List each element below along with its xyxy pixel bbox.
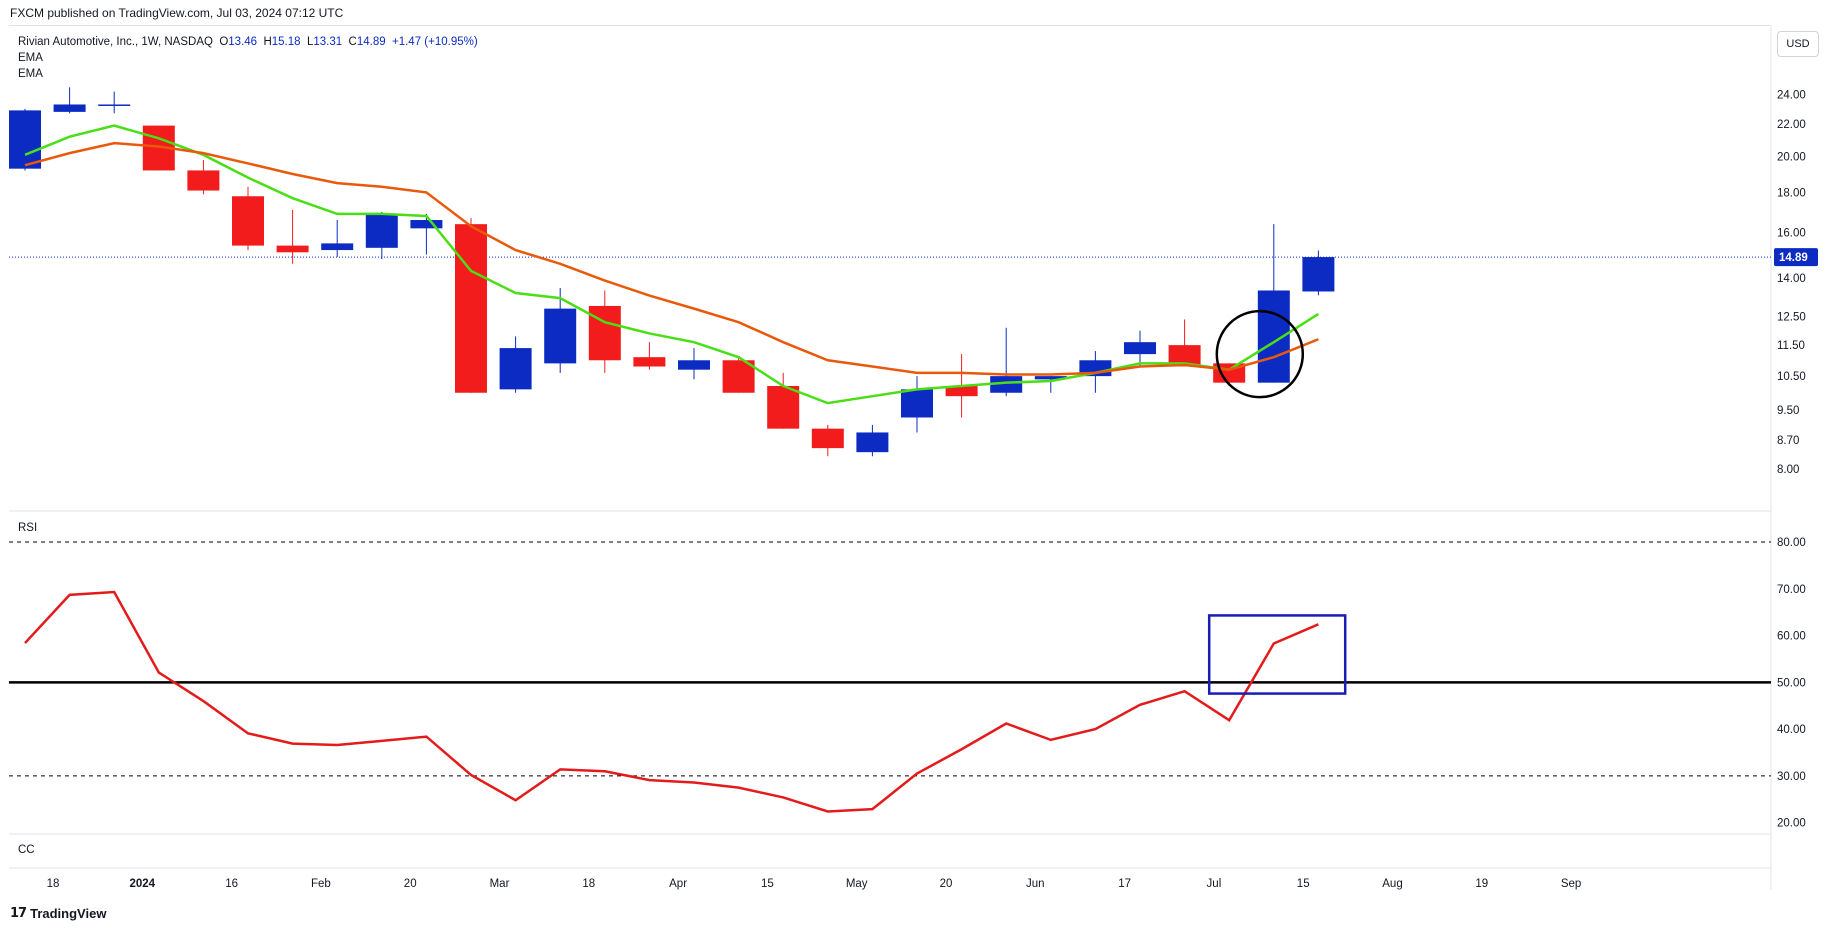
time-tick-label: 18	[582, 878, 595, 890]
rsi-pane-label[interactable]: RSI	[18, 522, 38, 534]
candle-body	[455, 224, 487, 393]
time-tick-label: 18	[47, 878, 60, 890]
price-tick-label: 10.50	[1777, 371, 1806, 383]
candle-body	[98, 104, 131, 106]
time-tick-label: Jul	[1207, 878, 1222, 890]
time-tick-label: Apr	[669, 878, 687, 890]
candle-body	[633, 357, 666, 367]
time-tick-label: 17	[1118, 878, 1131, 890]
candle-body	[1124, 342, 1156, 355]
brand-name: TradingView	[30, 906, 107, 921]
chart-legend: Rivian Automotive, Inc., 1W, NASDAQ O13.…	[18, 34, 478, 82]
highlight-rectangle	[1207, 614, 1347, 695]
candle-body	[767, 385, 800, 429]
price-tick-label: 18.00	[1777, 187, 1806, 199]
price-tick-label: 8.00	[1777, 464, 1799, 476]
candle-body	[945, 385, 978, 397]
rsi-tick-label: 70.00	[1777, 584, 1806, 596]
rsi-tick-label: 20.00	[1777, 818, 1806, 830]
candle-body	[276, 245, 309, 253]
legend-ohlc-row: Rivian Automotive, Inc., 1W, NASDAQ O13.…	[18, 34, 478, 50]
time-tick-label: 19	[1475, 878, 1488, 890]
candle-body	[365, 213, 398, 248]
candle-body	[588, 305, 621, 361]
tradingview-footer[interactable]: 17 TradingView	[10, 906, 106, 921]
close-value: 14.89	[356, 36, 386, 48]
candle-body	[410, 220, 443, 229]
price-tick-label: 16.00	[1777, 228, 1806, 240]
price-tick-label: 14.00	[1777, 273, 1806, 285]
candle-body	[1168, 345, 1201, 367]
time-tick-label: 15	[761, 878, 774, 890]
rsi-pane: 80.00 70.00 60.00 50.00 40.00 30.00 20.00	[9, 537, 1806, 835]
rsi-tick-label: 40.00	[1777, 724, 1806, 736]
candle-body	[544, 308, 577, 364]
high-label: H	[263, 36, 272, 48]
open-label: O	[219, 36, 229, 48]
annotations	[1207, 309, 1347, 695]
candle-body	[856, 432, 889, 453]
highlight-circle	[1215, 309, 1305, 399]
candle-body	[990, 376, 1023, 393]
chart-frame	[9, 25, 1771, 912]
indicator-ema-slow-label[interactable]: EMA	[18, 68, 43, 80]
high-value: 15.18	[271, 36, 301, 48]
last-price-badge	[1774, 248, 1818, 267]
candle-body	[499, 348, 532, 390]
low-value: 13.31	[313, 36, 343, 48]
candle-body	[53, 104, 86, 112]
indicator-ema-fast-label[interactable]: EMA	[18, 52, 43, 64]
candle-body	[678, 360, 710, 370]
last-price-label: 14.89	[1779, 252, 1808, 264]
close-label: C	[348, 36, 357, 48]
price-tick-label: 20.00	[1777, 152, 1806, 164]
currency-button[interactable]: USD	[1777, 31, 1819, 57]
publisher-caption: FXCM published on TradingView.com, Jul 0…	[10, 6, 344, 20]
candle-body	[901, 389, 933, 418]
price-tick-label: 11.50	[1777, 340, 1805, 352]
time-tick-label: May	[846, 878, 868, 890]
tradingview-logo-icon: 17	[10, 906, 27, 921]
price-tick-label: 12.50	[1777, 312, 1806, 324]
candle-body	[9, 110, 41, 169]
candle-body	[321, 243, 354, 251]
candle-body	[1034, 376, 1067, 380]
low-label: L	[306, 36, 314, 48]
ema-slow-line	[24, 141, 1319, 376]
rsi-tick-label: 60.00	[1777, 631, 1806, 643]
ema-fast-line	[24, 124, 1320, 405]
price-pane: 24.00 22.00 20.00 18.00 16.00 14.00 12.50 11.50…	[9, 25, 1818, 890]
time-tick-label: 20	[404, 878, 417, 890]
price-tick-label: 9.50	[1777, 405, 1799, 417]
price-tick-label: 24.00	[1777, 89, 1806, 101]
change-value: +1.47 (+10.95%)	[392, 36, 478, 48]
time-tick-label: Jun	[1026, 878, 1045, 890]
candle-body	[187, 170, 220, 191]
symbol-name[interactable]: Rivian Automotive, Inc., 1W, NASDAQ	[18, 36, 213, 48]
candle-body	[232, 196, 264, 246]
rsi-tick-label: 50.00	[1777, 677, 1806, 689]
rsi-line	[24, 590, 1319, 813]
price-tick-label: 8.70	[1777, 435, 1799, 447]
open-value: 13.46	[228, 36, 258, 48]
time-tick-label: Mar	[490, 878, 510, 890]
time-tick-label: 16	[225, 878, 238, 890]
time-tick-label: 2024	[130, 878, 156, 890]
rsi-tick-label: 30.00	[1777, 771, 1806, 783]
time-tick-label: Aug	[1382, 878, 1402, 890]
candle-body	[811, 428, 844, 449]
candle-body	[1257, 290, 1290, 383]
time-tick-label: 15	[1297, 878, 1310, 890]
candle-body	[1302, 257, 1335, 292]
price-tick-label: 22.00	[1777, 119, 1806, 131]
cc-pane-label[interactable]: CC	[18, 844, 35, 856]
rsi-tick-label: 80.00	[1777, 537, 1806, 549]
time-axis: 18 2024 16 Feb 20 Mar 18 Apr 15 May 20 Jun 17 Jul 15 Au…	[9, 867, 1771, 890]
time-tick-label: Feb	[311, 878, 331, 890]
candle-body	[722, 360, 755, 393]
time-tick-label: Sep	[1561, 878, 1581, 890]
time-tick-label: 20	[940, 878, 953, 890]
